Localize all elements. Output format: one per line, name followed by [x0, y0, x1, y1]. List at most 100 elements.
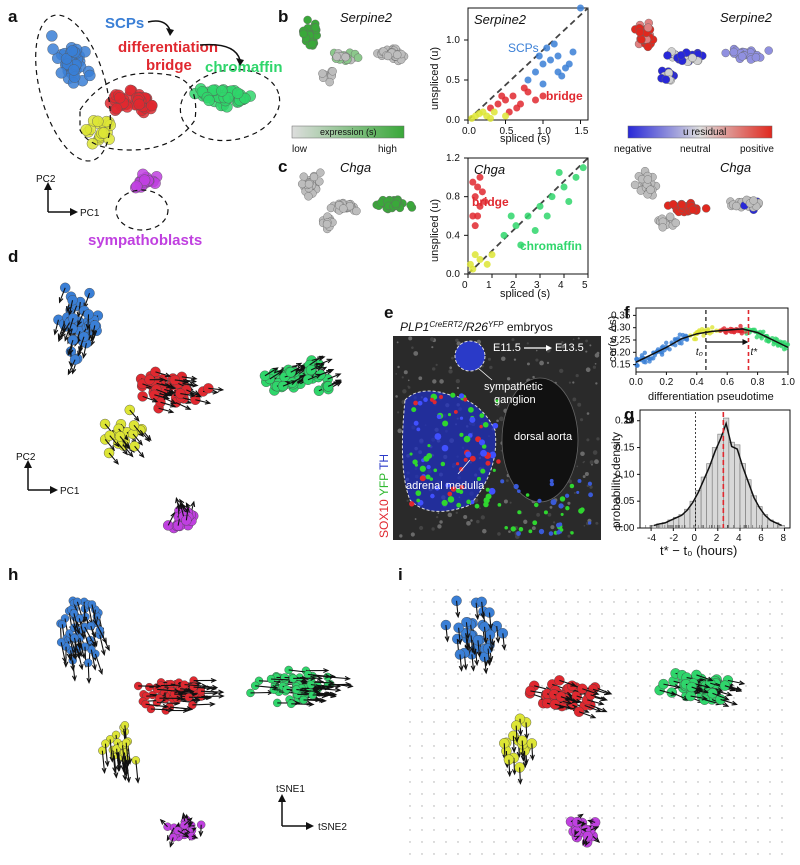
velocity-arrow [113, 755, 117, 778]
grid-dot [457, 805, 459, 807]
velocity-arrowhead [272, 367, 279, 373]
velocity-arrow [195, 399, 210, 404]
stained-cell [504, 526, 508, 530]
pseudotime-point [677, 332, 683, 337]
velocity-arrow [125, 742, 129, 765]
tissue-speck [397, 365, 400, 369]
tissue-speck [531, 526, 536, 531]
tissue-speck [406, 499, 409, 502]
grid-dot [517, 805, 519, 807]
velocity-arrow [327, 676, 350, 680]
grid-dot [577, 601, 579, 603]
cell-sympathoblasts [131, 180, 143, 192]
grid-dot [445, 829, 447, 831]
grid-dot [481, 793, 483, 795]
panel-g-density-curve [653, 420, 782, 527]
stained-cell [447, 491, 453, 497]
grid-dot [469, 853, 471, 855]
stained-cell [569, 483, 575, 489]
panel-a-dots [46, 30, 256, 194]
velocity-arrow [150, 708, 173, 711]
grid-dot [637, 841, 639, 843]
grid-dot [613, 745, 615, 747]
pseudotime-point [731, 329, 737, 335]
grid-dot [637, 673, 639, 675]
grid-dot [625, 649, 627, 651]
grid-dot [673, 589, 675, 591]
velocity-arrowhead [181, 812, 187, 819]
velocity-arrowhead [598, 700, 605, 706]
time-to: E13.5 [555, 342, 584, 354]
stained-cell [497, 502, 502, 507]
grid-dot [565, 805, 567, 807]
grid-dot [661, 589, 663, 591]
grid-dot [613, 589, 615, 591]
grid-dot [577, 673, 579, 675]
grid-dot [637, 853, 639, 855]
grid-dot [421, 805, 423, 807]
velocity-arrowhead [327, 684, 335, 690]
velocity-arrowhead [77, 320, 82, 327]
velocity-arrowhead [80, 633, 86, 640]
panel-f-ticks: 0.0 0.2 0.4 0.6 0.8 1.00.150.200.250.300.35 [611, 310, 795, 388]
stained-cell [510, 526, 516, 532]
velocity-arrow [559, 679, 576, 687]
pseudotime-point [634, 363, 640, 368]
velocity-arrow [192, 703, 215, 706]
y-tick-label: 0.35 [611, 310, 631, 321]
velocity-arrow [108, 452, 119, 465]
grid-dot [553, 721, 555, 723]
velocity-arrowhead [169, 402, 177, 408]
grid-dot [517, 841, 519, 843]
tissue-speck [561, 341, 564, 344]
grid-dot [577, 793, 579, 795]
grid-dot [745, 601, 747, 603]
grid-dot [781, 781, 783, 783]
grid-dot [757, 829, 759, 831]
grid-dot [481, 745, 483, 747]
velocity-arrow [310, 684, 333, 688]
grid-dot [781, 601, 783, 603]
grid-dot [493, 853, 495, 855]
grid-dot [733, 853, 735, 855]
velocity-arrowhead [192, 382, 199, 388]
grid-dot [445, 709, 447, 711]
grid-dot [769, 781, 771, 783]
stained-cell [447, 413, 452, 417]
cell-yellow [98, 127, 110, 139]
residual-cell [688, 53, 697, 62]
grid-dot [721, 793, 723, 795]
velocity-arrow [90, 330, 98, 346]
cell-chromaffin [231, 87, 244, 99]
grid-dot [613, 625, 615, 627]
stained-cell [565, 505, 570, 511]
velocity-arrowhead [77, 642, 82, 649]
grid-dot [637, 745, 639, 747]
tissue-speck [553, 521, 556, 524]
grid-dot [601, 745, 603, 747]
tissue-speck [449, 366, 452, 370]
residual-cell [658, 223, 667, 232]
sympathetic-ganglion-region [454, 340, 486, 372]
grid-dot [541, 793, 543, 795]
arrowhead-2 [236, 58, 244, 66]
grid-dot [469, 589, 471, 591]
grid-dot [637, 589, 639, 591]
velocity-arrow [487, 648, 491, 665]
grid-dot [769, 625, 771, 627]
grid-dot [757, 673, 759, 675]
panel-c-right-gene: Chga [720, 160, 751, 175]
grid-dot [409, 805, 411, 807]
pseudotime-point [697, 328, 702, 333]
data-point [579, 164, 587, 172]
stained-cell [528, 529, 533, 534]
grid-dot [673, 601, 675, 603]
grid-dot [577, 661, 579, 663]
grid-dot [481, 709, 483, 711]
stained-cell [463, 397, 468, 402]
expression-cell [325, 77, 334, 87]
grid-dot [769, 649, 771, 651]
velocity-arrow [484, 656, 487, 673]
velocity-arrow [320, 369, 334, 376]
grid-dot [445, 745, 447, 747]
